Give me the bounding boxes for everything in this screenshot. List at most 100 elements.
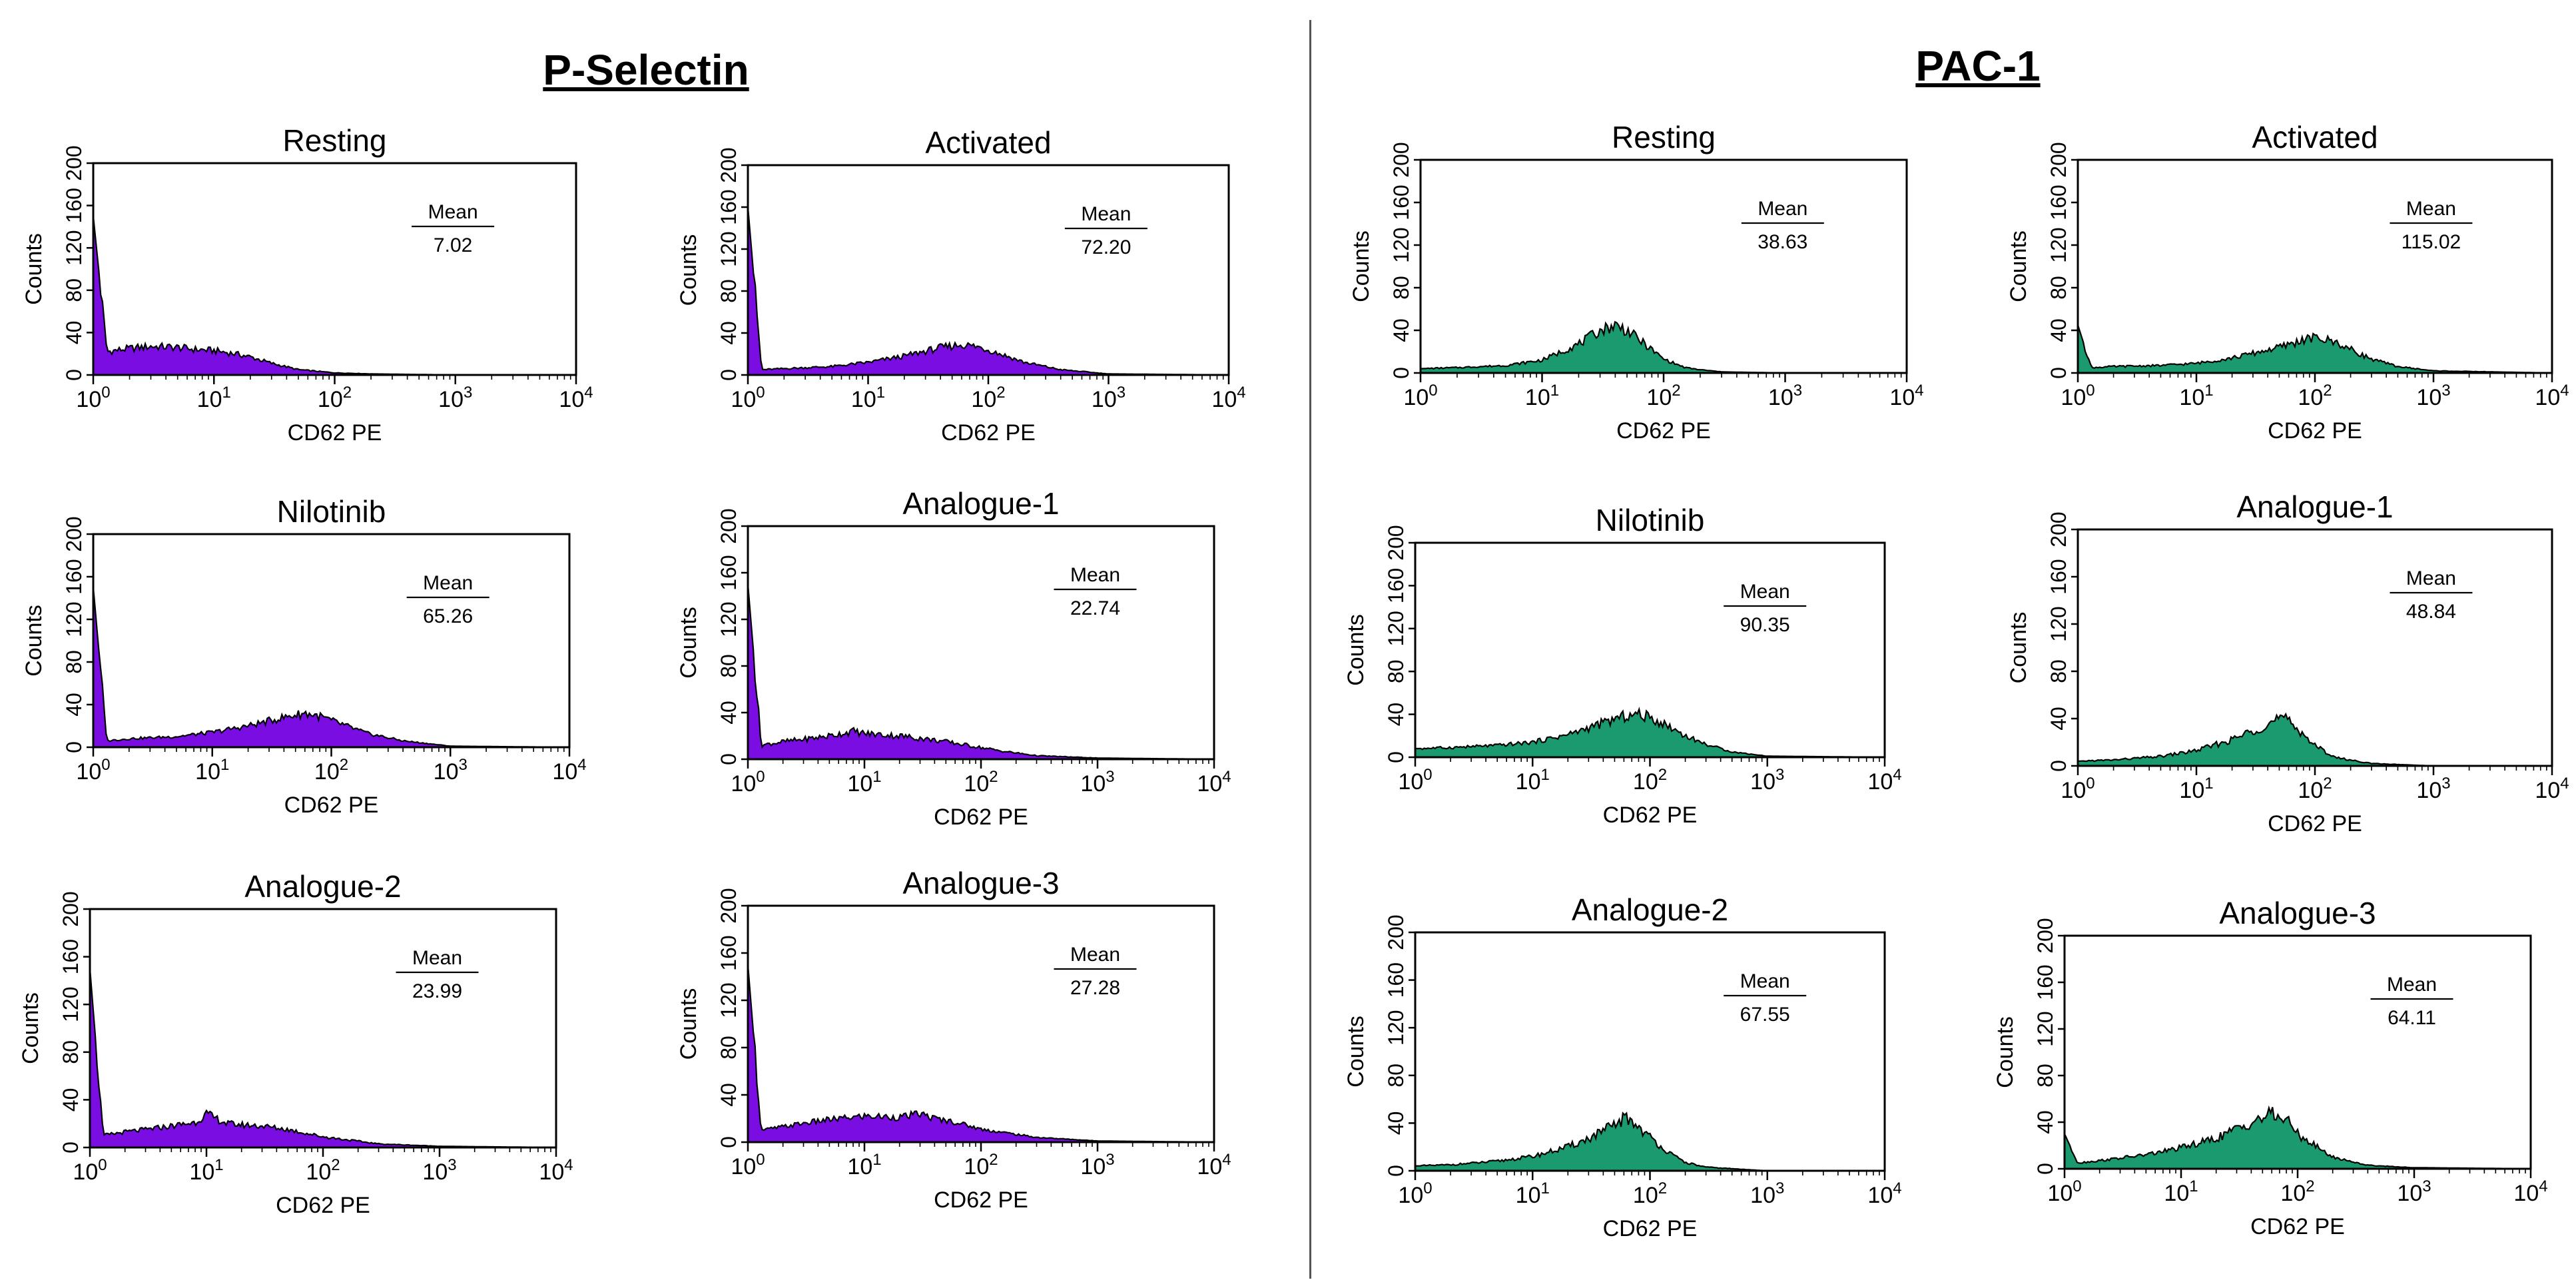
- p-selectin-section-title: P-Selectin: [543, 46, 749, 94]
- x-tick-label: 102: [314, 756, 348, 785]
- histogram-panel: Nilotinib 0 40 80 120 160 200 Counts 100 101 102 10…: [1343, 503, 1902, 828]
- plot-frame: [1419, 159, 1908, 374]
- x-axis-label: CD62 PE: [934, 1187, 1028, 1213]
- y-tick-label: 40: [717, 321, 741, 345]
- stat-label: Mean: [428, 201, 478, 223]
- y-tick-label: 40: [2033, 1110, 2057, 1134]
- panel-title: Nilotinib: [1596, 503, 1705, 537]
- x-tick-label: 101: [189, 1156, 223, 1185]
- panel-title: Activated: [925, 125, 1051, 160]
- x-tick-label: 100: [731, 1151, 765, 1179]
- x-tick-label: 101: [197, 384, 231, 412]
- y-axis-label: Counts: [2006, 230, 2031, 302]
- stat-label: Mean: [423, 572, 473, 594]
- y-tick-label: 200: [717, 147, 741, 182]
- mean-value: 90.35: [1740, 614, 1790, 636]
- x-tick-label: 104: [2513, 1177, 2547, 1206]
- stat-label: Mean: [1740, 581, 1790, 603]
- y-tick-label: 0: [1384, 751, 1408, 763]
- x-tick-label: 103: [1080, 768, 1114, 797]
- y-tick-label: 160: [59, 939, 83, 974]
- x-axis-label: CD62 PE: [934, 804, 1028, 830]
- x-axis-label: CD62 PE: [1603, 802, 1698, 828]
- y-tick-label: 200: [59, 891, 83, 926]
- y-tick-label: 0: [62, 369, 86, 381]
- stat-label: Mean: [1758, 198, 1807, 220]
- y-axis-label: Counts: [1349, 230, 1374, 302]
- y-tick-label: 120: [717, 982, 741, 1018]
- histogram-panel: Analogue-1 0 40 80 120 160 200 Counts 100 101 102 1…: [676, 486, 1231, 830]
- y-tick-label: 80: [62, 278, 86, 302]
- panel-title: Resting: [283, 123, 387, 158]
- x-tick-label: 102: [964, 1151, 998, 1179]
- x-tick-label: 100: [1403, 382, 1437, 410]
- y-tick-label: 40: [59, 1088, 83, 1112]
- y-tick-label: 0: [2047, 367, 2071, 379]
- y-tick-label: 40: [62, 321, 86, 345]
- y-tick-label: 40: [1384, 1112, 1408, 1135]
- histogram-area: [747, 584, 1214, 761]
- x-tick-label: 101: [2164, 1177, 2198, 1206]
- x-tick-label: 100: [1398, 1179, 1432, 1208]
- x-axis-label: CD62 PE: [2268, 811, 2362, 836]
- plot-frame: [747, 904, 1215, 1143]
- plot-frame: [92, 162, 577, 376]
- stat-label: Mean: [1070, 944, 1120, 966]
- x-tick-label: 103: [1750, 766, 1784, 795]
- histogram-panel: Activated 0 40 80 120 160 200 Counts 100 101 102 10…: [676, 125, 1246, 446]
- x-tick-label: 104: [1889, 382, 1923, 410]
- y-tick-label: 160: [62, 559, 86, 594]
- histogram-area: [2077, 324, 2552, 374]
- y-axis-label: Counts: [676, 234, 701, 306]
- histogram-area: [1414, 707, 1885, 759]
- x-tick-label: 100: [731, 768, 765, 797]
- x-tick-label: 100: [73, 1156, 107, 1185]
- y-tick-label: 120: [1389, 227, 1413, 262]
- x-tick-label: 103: [422, 1156, 456, 1185]
- y-tick-label: 200: [1384, 525, 1408, 560]
- stat-label: Mean: [1070, 564, 1120, 586]
- x-axis-label: CD62 PE: [2268, 418, 2362, 444]
- x-tick-label: 101: [1516, 766, 1550, 795]
- x-tick-label: 103: [1080, 1151, 1114, 1179]
- y-tick-label: 80: [1389, 276, 1413, 300]
- y-tick-label: 120: [2047, 606, 2071, 641]
- panel-title: Activated: [2252, 120, 2378, 155]
- x-axis-label: CD62 PE: [288, 420, 382, 446]
- y-tick-label: 200: [62, 145, 86, 180]
- y-tick-label: 80: [717, 279, 741, 303]
- y-tick-label: 80: [2047, 276, 2071, 300]
- y-tick-label: 80: [62, 650, 86, 674]
- histogram-area: [2063, 1105, 2531, 1170]
- panel-title: Analogue-1: [902, 486, 1059, 521]
- y-axis-label: Counts: [21, 605, 47, 677]
- pac1-section-title: PAC-1: [1915, 42, 2041, 90]
- panel-title: Analogue-1: [2236, 489, 2393, 524]
- y-tick-label: 80: [717, 654, 741, 678]
- x-tick-label: 102: [2298, 775, 2332, 803]
- x-tick-label: 102: [2298, 382, 2332, 410]
- y-axis-label: Counts: [1993, 1016, 2018, 1088]
- x-tick-label: 101: [847, 768, 881, 797]
- y-tick-label: 0: [2047, 760, 2071, 772]
- mean-value: 22.74: [1070, 597, 1120, 619]
- histogram-area: [747, 964, 1214, 1143]
- plot-frame: [747, 164, 1230, 376]
- x-tick-label: 103: [1768, 382, 1802, 410]
- histogram-panel: Resting 0 40 80 120 160 200 Counts 100 101 102 103 1…: [21, 123, 593, 446]
- section-divider: [1309, 20, 1311, 1279]
- x-tick-label: 102: [971, 384, 1005, 412]
- histogram-panel: Analogue-3 0 40 80 120 160 200 Counts 100 101 102 1…: [676, 866, 1231, 1213]
- y-tick-label: 200: [717, 888, 741, 923]
- plot-frame: [2077, 528, 2553, 767]
- y-tick-label: 160: [62, 188, 86, 223]
- y-tick-label: 200: [62, 516, 86, 551]
- histogram-panel: Nilotinib 0 40 80 120 160 200 Counts 100 101 102 10…: [21, 494, 587, 818]
- y-tick-label: 0: [1384, 1165, 1408, 1177]
- x-tick-label: 104: [539, 1156, 573, 1185]
- x-tick-label: 103: [2397, 1177, 2431, 1206]
- x-tick-label: 103: [438, 384, 472, 412]
- plot-frame: [92, 533, 571, 749]
- y-tick-label: 120: [1384, 611, 1408, 646]
- histogram-panel: Activated 0 40 80 120 160 200 Counts 100 101 102 10…: [2006, 120, 2569, 444]
